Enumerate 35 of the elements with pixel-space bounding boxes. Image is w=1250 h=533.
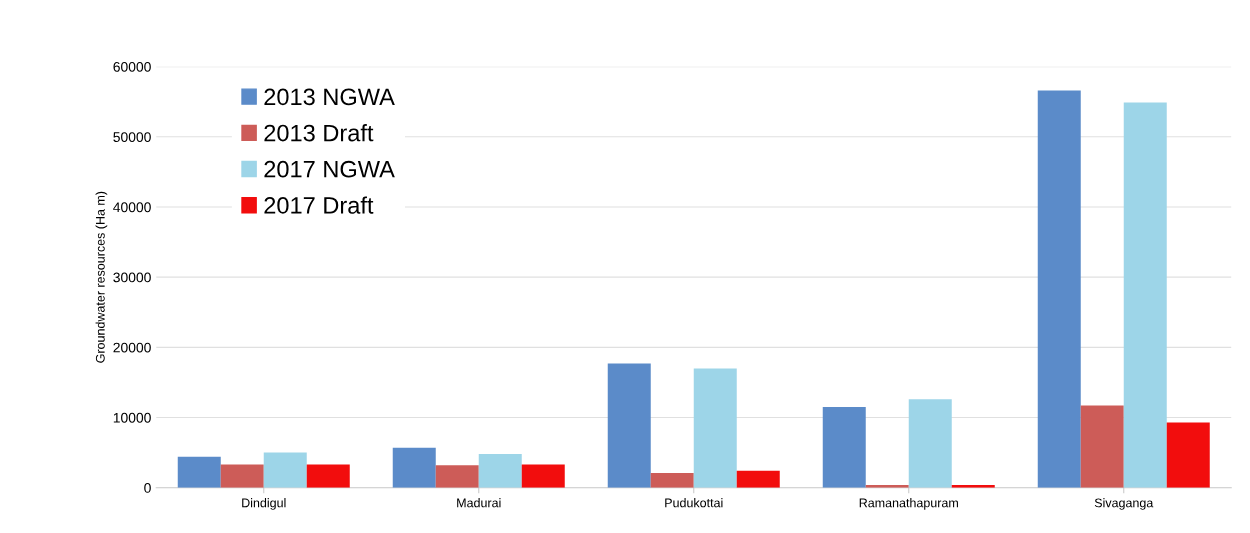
bar: [177, 456, 221, 488]
bar: [306, 464, 350, 488]
bar: [1080, 405, 1124, 488]
x-tick-label: Sivaganga: [1094, 498, 1154, 510]
y-tick-label: 20000: [113, 342, 151, 353]
legend-label: 2017 NGWA: [264, 160, 395, 178]
bar: [693, 368, 737, 488]
bar: [435, 465, 479, 488]
legend-label: 2013 NGWA: [264, 88, 395, 106]
bar: [1166, 422, 1210, 488]
bar: [908, 399, 952, 488]
y-tick-label: 0: [144, 483, 151, 493]
bar: [1037, 90, 1081, 488]
bar: [263, 452, 307, 488]
x-tick-label: Dindigul: [242, 498, 286, 510]
x-tick-label: Pudukottai: [665, 498, 723, 508]
x-tick-label: Ramanathapuram: [859, 498, 958, 510]
bar: [1123, 102, 1167, 488]
bar: [607, 363, 651, 488]
bar: [650, 472, 694, 488]
bar: [392, 447, 436, 488]
bar: [521, 464, 565, 488]
bar: [478, 454, 522, 488]
y-axis-title: Groundwater resources (Ha m): [95, 191, 108, 363]
bar: [822, 406, 866, 488]
bar: [736, 470, 780, 488]
legend-label: 2017 Draft: [264, 196, 374, 214]
x-tick-label: Madurai: [457, 498, 501, 508]
y-tick-label: 50000: [113, 132, 151, 142]
legend-label: 2013 Draft: [264, 124, 374, 142]
y-tick-label: 10000: [113, 412, 151, 423]
y-tick-label: 60000: [113, 61, 151, 72]
y-tick-label: 40000: [113, 202, 151, 213]
y-tick-label: 30000: [113, 272, 151, 283]
bar: [220, 464, 264, 488]
